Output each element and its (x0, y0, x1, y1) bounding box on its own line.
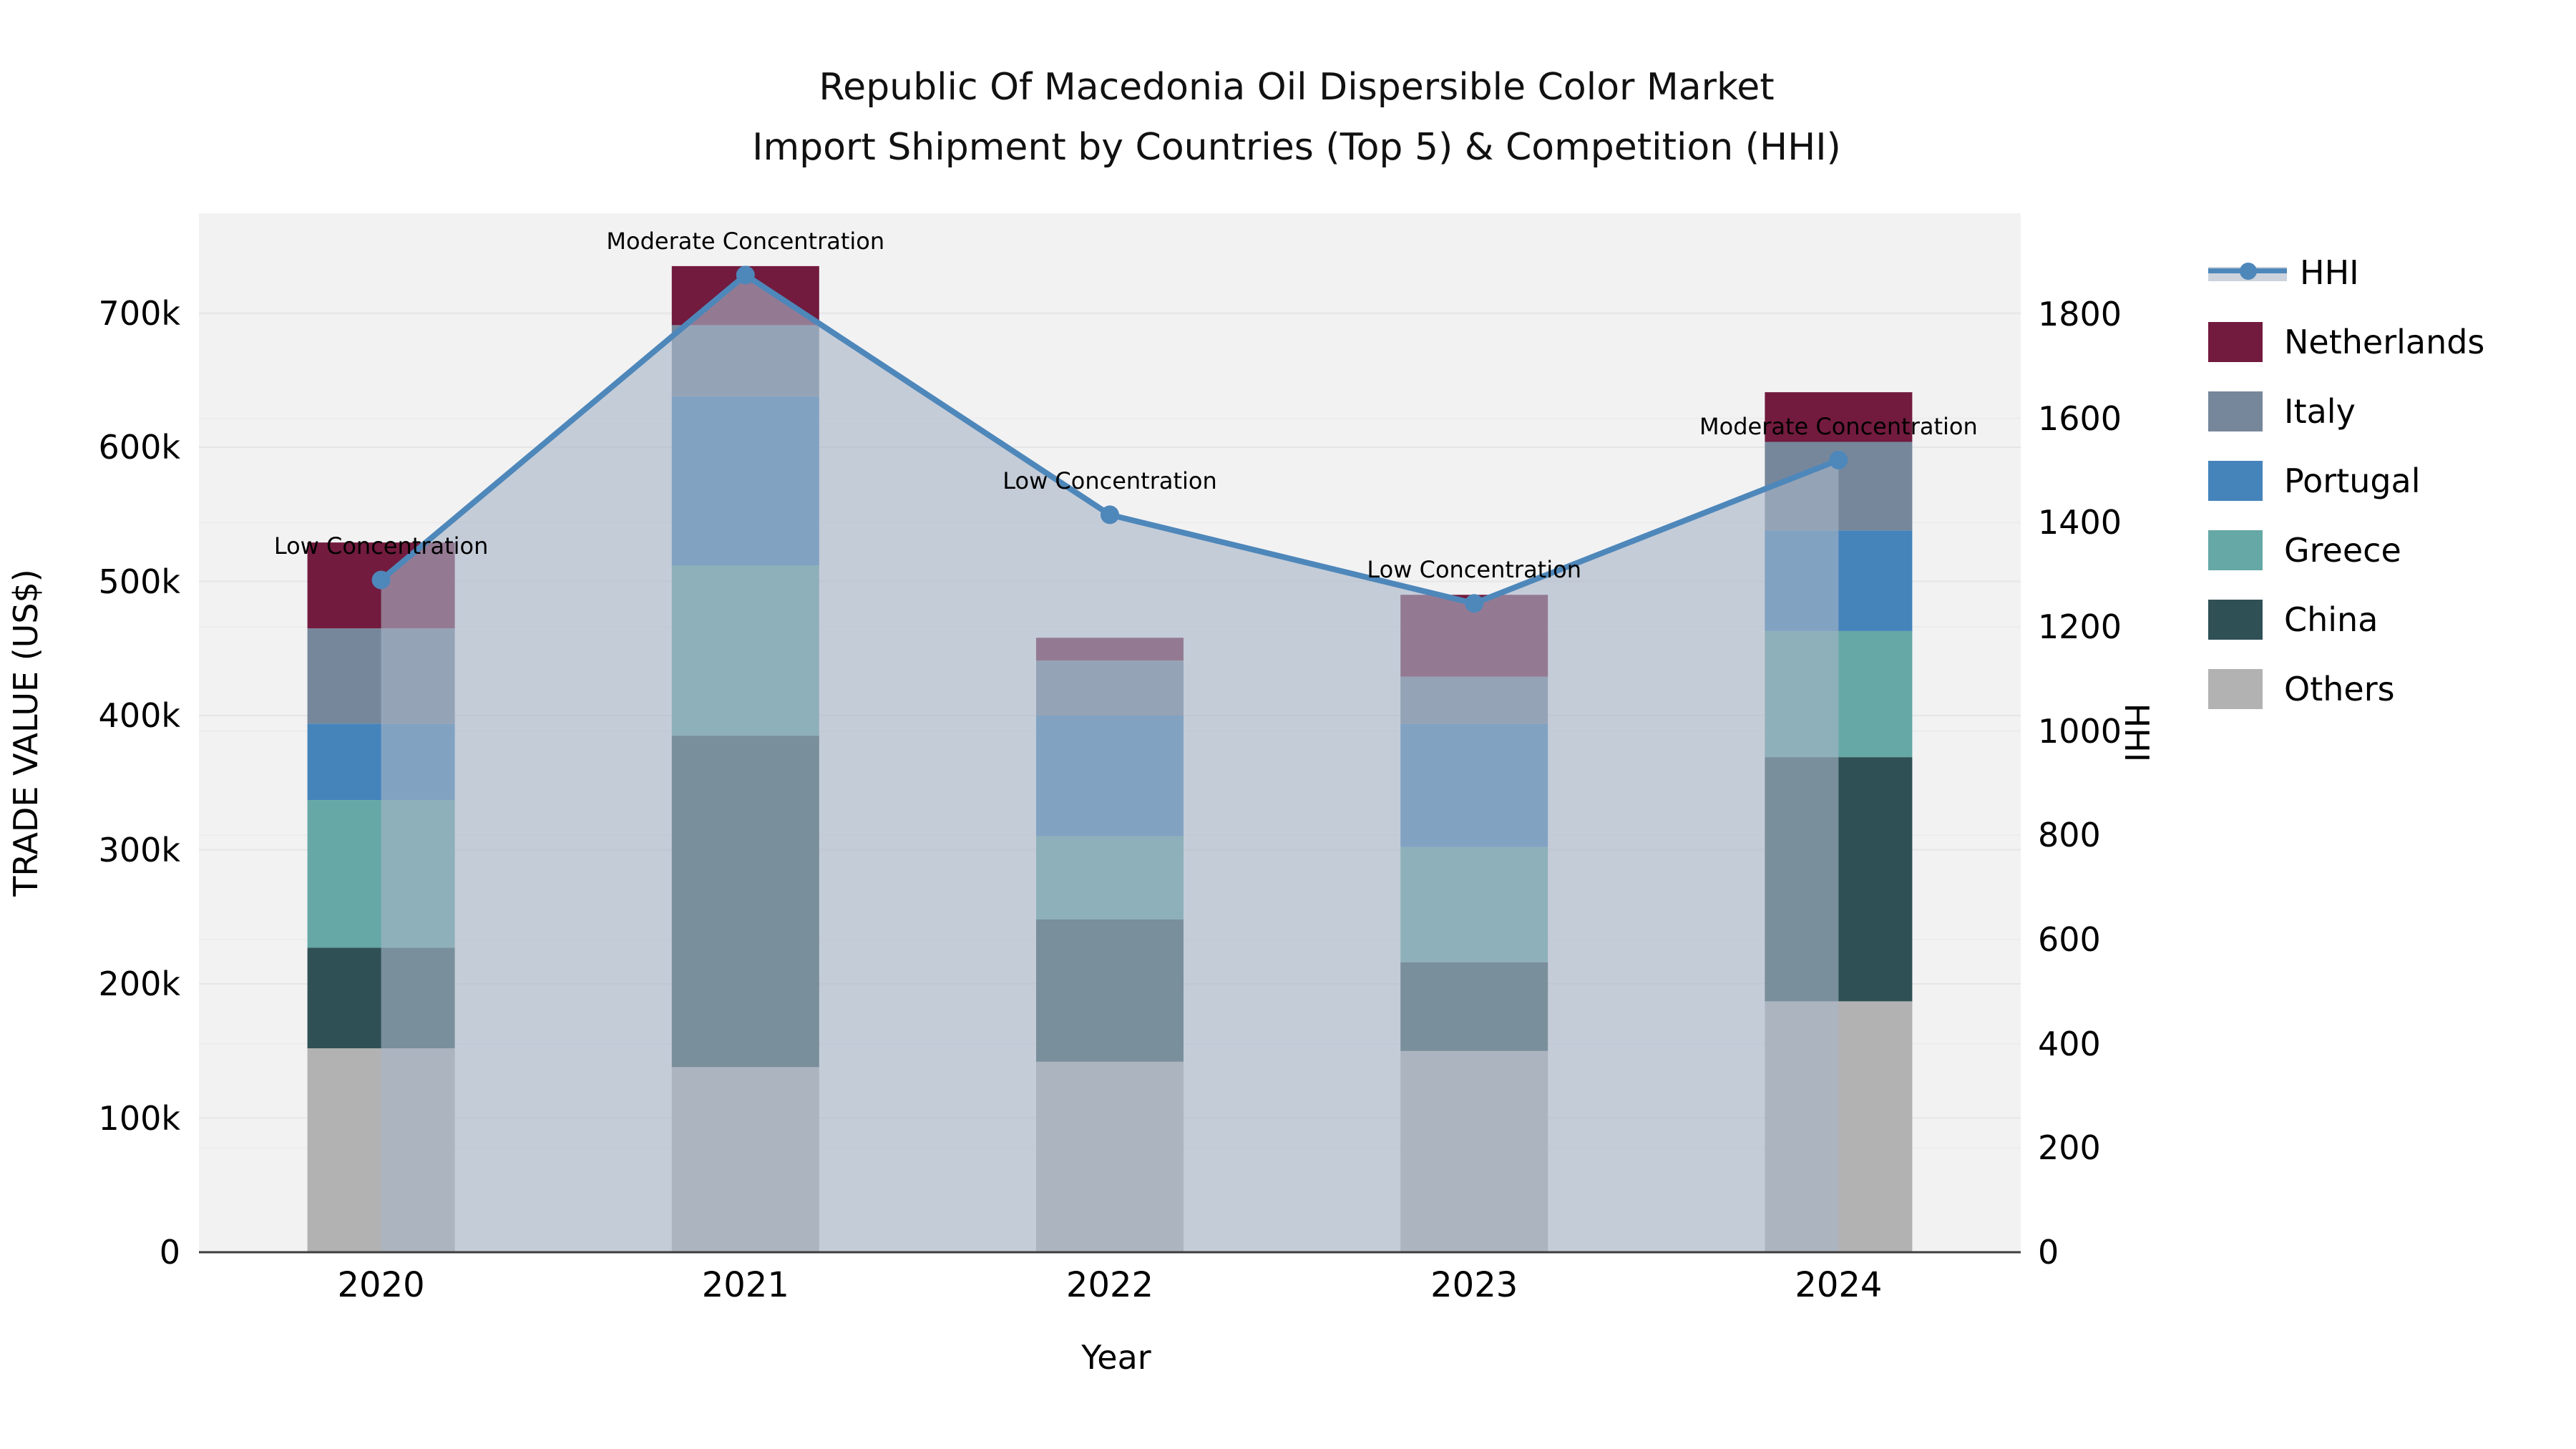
hhi-marker-2021 (736, 265, 755, 285)
legend-item-china: China (2208, 585, 2484, 654)
legend-label-netherlands: Netherlands (2284, 322, 2485, 361)
chart-title-line1: Republic Of Macedonia Oil Dispersible Co… (819, 66, 1775, 109)
y-right-tick-1800: 1800 (2038, 295, 2122, 333)
chart-title: Republic Of Macedonia Oil Dispersible Co… (752, 57, 1841, 177)
legend-item-greece: Greece (2208, 515, 2484, 585)
y-left-tick-700k: 700k (98, 293, 180, 333)
y-right-tick-1000: 1000 (2038, 711, 2122, 751)
legend-label-portugal: Portugal (2284, 461, 2421, 500)
y-right-tick-600: 600 (2038, 920, 2101, 959)
legend-label-greece: Greece (2284, 530, 2401, 570)
y-left-tick-300k: 300k (98, 830, 180, 869)
annotation-2021: Moderate Concentration (606, 228, 885, 255)
y-right-axis-label: HHI (2117, 703, 2156, 763)
legend-swatch-netherlands (2208, 321, 2263, 362)
hhi-marker-2022 (1101, 505, 1119, 525)
y-left-axis-label: TRADE VALUE (US$) (6, 569, 45, 897)
legend-swatch-greece (2208, 530, 2263, 570)
y-right-tick-1600: 1600 (2038, 399, 2122, 438)
annotation-2020: Low Concentration (273, 532, 489, 560)
legend-label-others: Others (2284, 669, 2395, 708)
legend-swatch-italy (2208, 391, 2263, 431)
bar-segment-netherlands-2024 (1765, 392, 1913, 442)
chart-title-line2: Import Shipment by Countries (Top 5) & C… (752, 126, 1841, 170)
legend-label-china: China (2284, 600, 2379, 639)
x-tick-2021: 2021 (701, 1265, 789, 1305)
legend: HHI Netherlands Italy Portugal Greece China Ot… (2208, 238, 2484, 723)
y-left-tick-600k: 600k (98, 428, 180, 467)
x-tick-2020: 2020 (337, 1265, 425, 1305)
hhi-line-swatch-icon (2208, 253, 2287, 293)
legend-item-others: Others (2208, 654, 2484, 723)
annotation-2024: Moderate Concentration (1699, 412, 1978, 440)
y-right-tick-1400: 1400 (2038, 503, 2122, 542)
hhi-marker-2023 (1465, 594, 1484, 613)
y-right-tick-1200: 1200 (2038, 608, 2122, 646)
legend-label-hhi: HHI (2300, 253, 2359, 292)
y-left-tick-0: 0 (159, 1233, 180, 1272)
legend-swatch-portugal (2208, 460, 2263, 501)
annotation-2022: Low Concentration (1002, 467, 1217, 495)
y-right-tick-0: 0 (2038, 1233, 2059, 1272)
x-tick-2022: 2022 (1065, 1265, 1154, 1305)
legend-item-portugal: Portugal (2208, 446, 2484, 515)
y-left-tick-500k: 500k (98, 562, 180, 601)
legend-swatch-others (2208, 668, 2263, 709)
x-axis-label: Year (1081, 1338, 1151, 1377)
legend-item-hhi: HHI (2208, 238, 2484, 307)
y-left-tick-200k: 200k (98, 965, 180, 1003)
legend-swatch-china (2208, 599, 2263, 640)
y-right-tick-400: 400 (2038, 1024, 2101, 1063)
legend-item-netherlands: Netherlands (2208, 307, 2484, 376)
hhi-area-fill (381, 275, 1839, 1253)
y-right-tick-200: 200 (2038, 1128, 2101, 1168)
x-tick-2024: 2024 (1795, 1265, 1883, 1305)
annotation-2023: Low Concentration (1367, 556, 1581, 584)
legend-label-italy: Italy (2284, 391, 2356, 431)
legend-item-italy: Italy (2208, 376, 2484, 446)
y-left-tick-400k: 400k (98, 696, 180, 735)
hhi-marker-2024 (1829, 450, 1848, 469)
y-left-tick-100k: 100k (98, 1098, 180, 1138)
y-right-tick-800: 800 (2038, 816, 2101, 855)
hhi-marker-2020 (371, 570, 391, 590)
x-tick-2023: 2023 (1430, 1265, 1518, 1305)
